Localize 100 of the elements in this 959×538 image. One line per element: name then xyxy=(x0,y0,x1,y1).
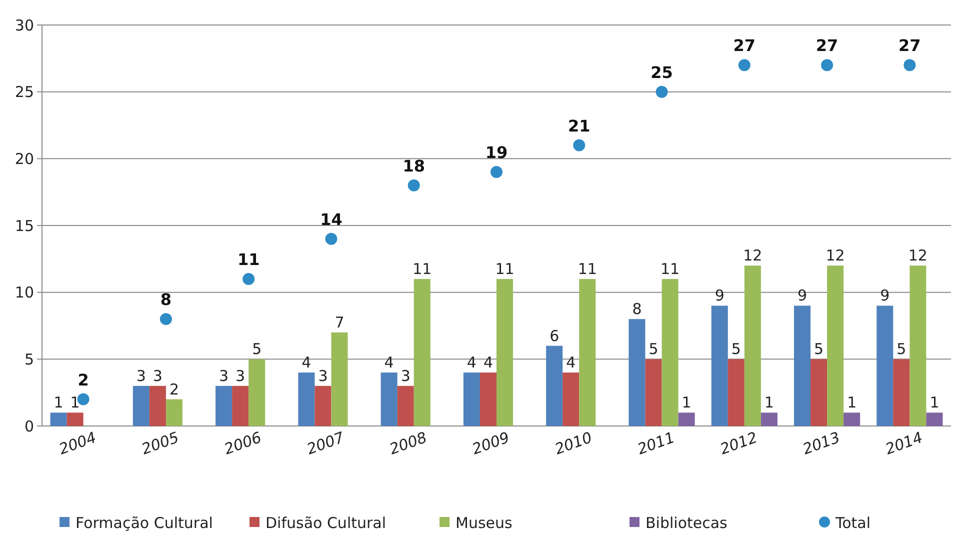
y-tick-label: 20 xyxy=(14,150,34,168)
x-tick-label: 2010 xyxy=(552,428,594,458)
data-label: 9 xyxy=(880,286,890,305)
bar xyxy=(711,306,728,426)
x-tick-label: 2011 xyxy=(635,428,678,458)
data-label: 4 xyxy=(483,354,494,372)
y-tick-label: 25 xyxy=(14,83,34,102)
data-label: 11 xyxy=(495,260,514,278)
legend-label: Museus xyxy=(456,514,512,532)
data-label: 3 xyxy=(236,366,246,385)
x-tick-label: 2008 xyxy=(387,428,430,458)
data-label: 4 xyxy=(466,354,476,372)
legend-label: Total xyxy=(834,514,871,532)
point xyxy=(573,139,586,152)
y-tick-label: 10 xyxy=(14,284,34,302)
point xyxy=(738,59,750,72)
data-label: 19 xyxy=(485,143,508,162)
data-label: 11 xyxy=(578,260,597,278)
point xyxy=(325,232,338,245)
data-label: 5 xyxy=(731,340,741,358)
bar xyxy=(331,332,348,426)
x-tick-label: 2012 xyxy=(718,428,760,458)
data-label: 3 xyxy=(219,366,229,385)
data-label: 27 xyxy=(816,36,838,56)
data-label: 12 xyxy=(743,246,762,265)
data-label: 18 xyxy=(402,156,425,176)
legend-label: Formação Cultural xyxy=(76,514,213,532)
data-label: 4 xyxy=(302,354,312,372)
bar xyxy=(662,278,678,426)
data-label: 3 xyxy=(152,366,162,385)
data-label: 27 xyxy=(898,36,921,56)
data-label: 11 xyxy=(412,260,432,278)
bar xyxy=(810,359,828,426)
bar xyxy=(562,372,580,426)
bar xyxy=(232,386,249,426)
data-label: 3 xyxy=(318,366,328,385)
data-label: 3 xyxy=(400,366,410,385)
data-label: 6 xyxy=(550,326,560,345)
bar xyxy=(480,372,496,426)
data-label: 7 xyxy=(334,313,344,332)
data-label: 25 xyxy=(650,62,673,82)
data-label: 9 xyxy=(797,286,808,305)
x-tick-label: 2013 xyxy=(800,428,842,458)
bar xyxy=(645,359,662,426)
bar xyxy=(926,412,943,426)
y-tick-label: 0 xyxy=(24,417,34,436)
bar xyxy=(844,412,860,426)
bar xyxy=(132,386,150,426)
data-label: 1 xyxy=(847,394,857,412)
data-label: 12 xyxy=(826,246,845,265)
data-label: 4 xyxy=(384,354,394,372)
data-label: 8 xyxy=(632,300,642,318)
bar xyxy=(744,266,761,426)
data-label: 5 xyxy=(896,340,906,358)
bar xyxy=(579,278,596,426)
bar xyxy=(728,359,744,426)
bar xyxy=(760,412,778,426)
data-label: 1 xyxy=(54,394,64,412)
data-label: 2 xyxy=(78,370,89,390)
data-label: 11 xyxy=(237,250,260,269)
y-tick-label: 15 xyxy=(14,216,34,235)
y-tick-label: 30 xyxy=(14,16,34,34)
data-label: 5 xyxy=(648,340,658,358)
bar xyxy=(166,399,182,426)
point xyxy=(160,313,172,326)
bar xyxy=(827,266,844,426)
bar xyxy=(876,306,894,426)
point xyxy=(242,272,255,285)
data-label: 1 xyxy=(682,394,692,412)
bar xyxy=(893,359,910,426)
legend-label: Difusão Cultural xyxy=(266,514,386,532)
data-label: 27 xyxy=(733,36,756,56)
bar xyxy=(380,372,398,426)
bar xyxy=(546,346,563,426)
point xyxy=(656,86,668,98)
bar xyxy=(794,306,811,426)
data-label: 14 xyxy=(320,210,342,229)
bar xyxy=(149,386,166,426)
bar xyxy=(678,412,695,426)
x-tick-label: 2014 xyxy=(882,428,925,458)
data-label: 2 xyxy=(169,380,179,398)
bar xyxy=(314,386,332,426)
bar xyxy=(397,386,414,426)
point xyxy=(77,393,90,406)
data-label: 4 xyxy=(566,354,576,372)
data-label: 11 xyxy=(660,260,680,278)
data-label: 1 xyxy=(764,394,774,412)
data-label: 21 xyxy=(568,116,590,136)
x-tick-label: 2007 xyxy=(304,428,347,458)
x-tick-label: 2004 xyxy=(56,428,99,458)
data-label: 5 xyxy=(814,340,824,358)
bar xyxy=(216,386,232,426)
bar xyxy=(910,266,926,426)
y-tick-label: 5 xyxy=(24,350,34,368)
data-label: 8 xyxy=(160,290,172,310)
point xyxy=(408,179,420,192)
point xyxy=(490,166,502,178)
bar xyxy=(414,278,430,426)
bar xyxy=(50,412,67,426)
data-label: 12 xyxy=(908,246,928,265)
